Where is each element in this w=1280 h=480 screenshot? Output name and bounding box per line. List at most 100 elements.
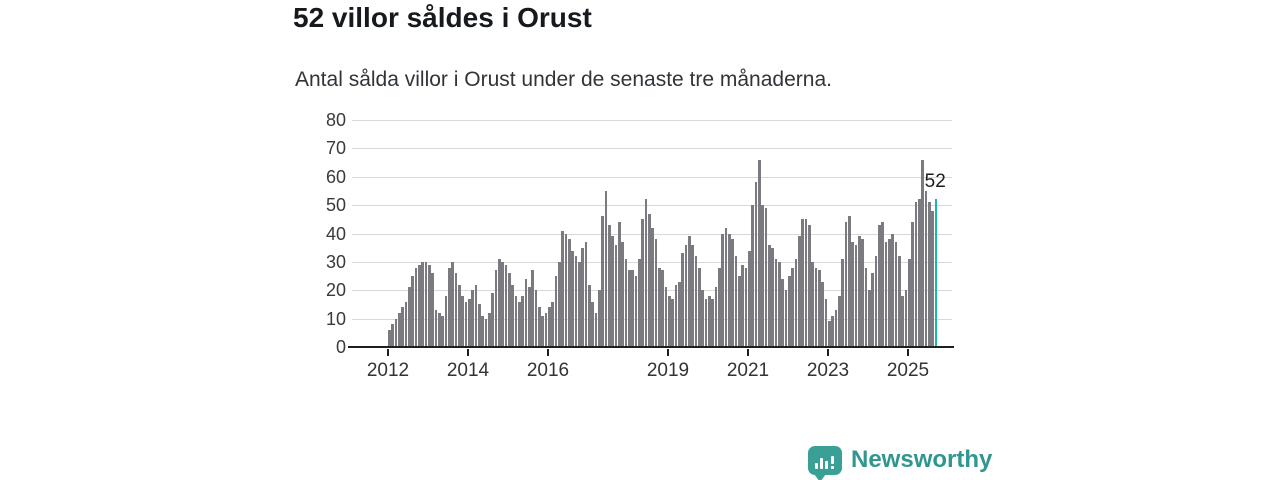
bar <box>581 247 584 347</box>
bar <box>931 210 934 347</box>
bar <box>528 287 531 347</box>
bar <box>751 205 754 347</box>
bar <box>451 261 454 347</box>
x-tick <box>467 349 469 356</box>
y-tick-label: 50 <box>325 195 346 216</box>
bar <box>648 213 651 347</box>
bar <box>624 259 628 347</box>
bar <box>638 259 641 347</box>
bar <box>448 267 451 347</box>
bar <box>694 256 698 347</box>
bar <box>521 295 524 347</box>
bar <box>474 284 478 347</box>
gridline <box>352 120 952 121</box>
bar <box>804 219 808 347</box>
bar <box>858 236 861 347</box>
bar <box>871 273 874 347</box>
bar <box>594 312 598 347</box>
bar <box>748 250 751 347</box>
bar <box>794 259 798 347</box>
bar <box>714 287 718 347</box>
bar <box>798 236 801 347</box>
bar <box>901 295 904 347</box>
bar <box>898 256 901 347</box>
bar <box>671 298 674 347</box>
bar <box>584 242 588 347</box>
bar <box>711 298 714 347</box>
bar <box>421 261 424 347</box>
bar <box>444 295 448 347</box>
bar <box>771 247 774 347</box>
x-tick <box>667 349 669 356</box>
bar <box>914 202 918 347</box>
x-tick <box>387 349 389 356</box>
bar <box>908 259 911 347</box>
bar <box>571 250 574 347</box>
bar <box>464 301 468 347</box>
bar <box>784 290 788 347</box>
bar <box>551 301 554 347</box>
bar <box>564 233 568 347</box>
x-tick <box>747 349 749 356</box>
bar <box>491 293 494 347</box>
bar <box>904 290 908 347</box>
bar <box>388 329 391 347</box>
x-tick-label: 2023 <box>806 360 850 381</box>
bar <box>558 261 561 347</box>
bar <box>924 190 928 347</box>
bar <box>738 276 741 347</box>
bar <box>394 318 398 347</box>
bar <box>688 236 691 347</box>
bar <box>778 261 781 347</box>
bar <box>661 270 664 347</box>
bar <box>791 267 794 347</box>
x-axis-line <box>348 346 954 348</box>
bar <box>471 290 474 347</box>
y-tick-label: 40 <box>325 223 346 244</box>
highlight-value-label: 52 <box>924 171 946 193</box>
bar <box>868 290 871 347</box>
bar <box>831 315 834 347</box>
bar <box>918 199 921 347</box>
bar <box>481 315 484 347</box>
bar <box>598 290 601 347</box>
x-tick <box>547 349 549 356</box>
bar <box>414 267 418 347</box>
bar <box>488 312 491 347</box>
bar <box>408 287 411 347</box>
bar <box>684 244 688 347</box>
bar <box>424 261 428 347</box>
bar <box>418 264 421 347</box>
bar <box>801 219 804 347</box>
y-tick-label: 30 <box>325 251 346 272</box>
bar-chart-plot: 0 10 20 30 40 50 60 70 80 2012 2014 2016 2019 2021 20… <box>326 110 954 381</box>
bar <box>774 259 778 347</box>
bar <box>741 264 744 347</box>
bar <box>788 276 791 347</box>
bar <box>651 227 654 347</box>
bar <box>554 276 558 347</box>
bar <box>604 190 608 347</box>
y-tick-label: 60 <box>325 166 346 187</box>
bar <box>411 276 414 347</box>
bar <box>621 242 624 347</box>
bar <box>811 261 814 347</box>
bar <box>911 222 914 347</box>
bar <box>664 287 668 347</box>
bar <box>758 159 761 347</box>
bar <box>478 304 481 347</box>
bar <box>484 318 488 347</box>
bar <box>761 205 764 347</box>
bar <box>428 264 431 347</box>
bar <box>678 281 681 347</box>
bar <box>701 290 704 347</box>
bar <box>828 321 831 347</box>
y-tick-label: 70 <box>325 138 346 159</box>
chart-subtitle: Antal sålda villor i Orust under de sena… <box>295 68 832 91</box>
gridline <box>352 205 952 207</box>
bar <box>511 284 514 347</box>
bar <box>434 310 438 347</box>
bar <box>841 259 844 347</box>
bar <box>611 236 614 347</box>
